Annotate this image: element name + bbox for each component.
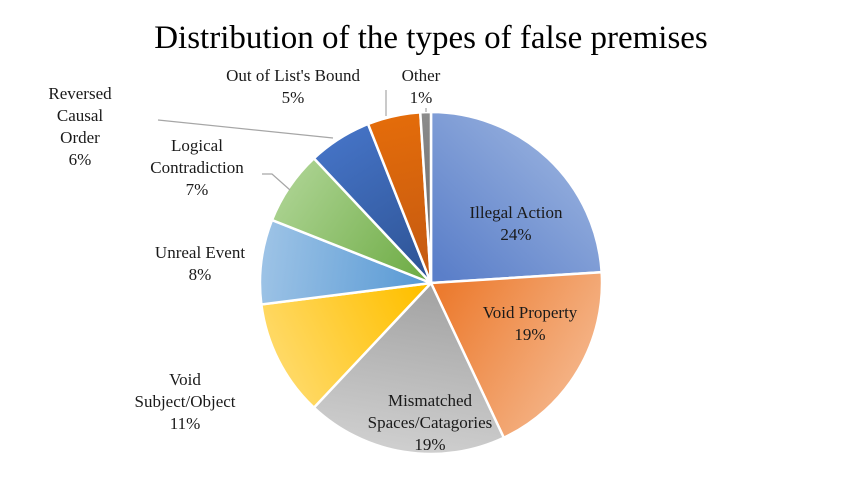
slice-label-mismatched-spaces-catagories: Mismatched Spaces/Catagories 19%: [368, 391, 493, 454]
slice-label-void-subject-object: Void Subject/Object 11%: [134, 370, 235, 433]
pie-slices: [258, 110, 604, 456]
pie-slice-illegal-action: [429, 110, 603, 285]
pie-slice-void-property: [429, 270, 604, 440]
chart-title: Distribution of the types of false premi…: [154, 20, 708, 56]
slice-label-logical-contradiction: Logical Contradiction 7%: [150, 136, 244, 199]
slice-label-unreal-event: Unreal Event 8%: [155, 243, 245, 284]
pie-slice-void-subject-object: [259, 281, 435, 410]
slice-label-other: Other 1%: [402, 66, 441, 107]
slice-labels: Illegal Action 24% Void Property 19% Mismatc…: [48, 66, 577, 454]
leader-line-logical-contradiction: [262, 173, 291, 191]
slice-label-out-of-list-s-bound: Out of List's Bound 5%: [226, 66, 360, 107]
pie-slice-other: [418, 110, 433, 284]
slice-label-illegal-action: Illegal Action 24%: [469, 203, 563, 244]
leader-line-reversed-causal-order: [157, 119, 334, 139]
slice-label-void-property: Void Property 19%: [483, 303, 578, 344]
pie-slice-mismatched-spaces-catagories: [312, 280, 506, 456]
slice-label-reversed-causal-order: Reversed Causal Order 6%: [48, 84, 112, 169]
leader-lines: [157, 90, 427, 191]
